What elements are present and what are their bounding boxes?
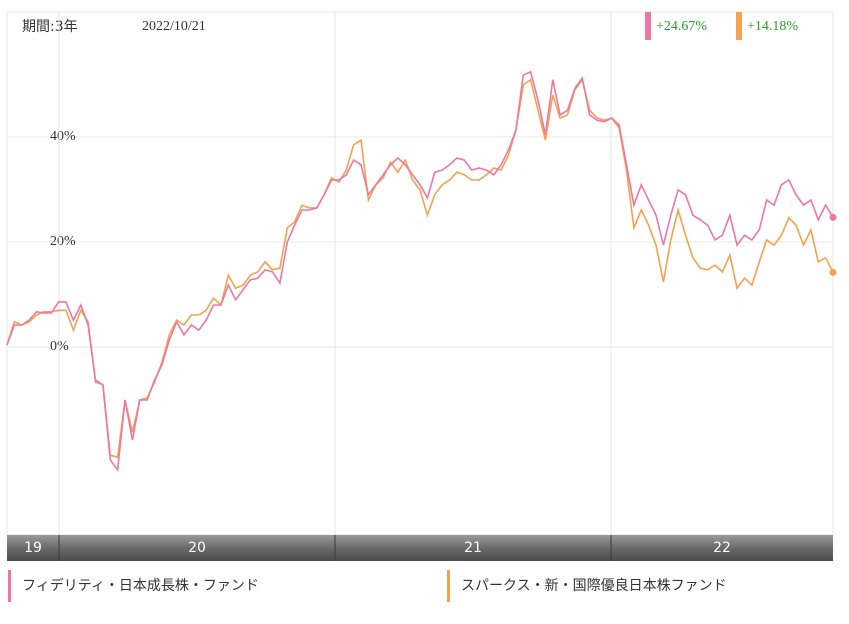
x-tick-label: 21 [464,540,482,556]
change-label: +14.18% [747,19,798,34]
y-tick-label: 20% [50,234,76,249]
y-tick-label: 40% [50,129,76,144]
legend-swatch [8,570,11,602]
x-tick-label: 20 [188,540,206,556]
end-marker [829,213,837,221]
end-marker [829,268,837,276]
legend-label: スパークス・新・国際優良日本株ファンド [461,578,727,594]
series-line [6,70,834,473]
year-band [7,535,833,561]
x-tick-label: 22 [713,540,731,556]
series-line [6,77,834,459]
plot-area [6,11,834,536]
period-label: 期間:3年 [22,19,78,35]
change-swatch [645,12,651,40]
legend-label: フィデリティ・日本成長株・ファンド [22,577,259,594]
legend-swatch [447,570,450,602]
change-label: +24.67% [656,19,707,34]
x-tick-label: 19 [24,540,42,556]
date-label: 2022/10/21 [142,19,206,34]
change-swatch [736,12,742,40]
